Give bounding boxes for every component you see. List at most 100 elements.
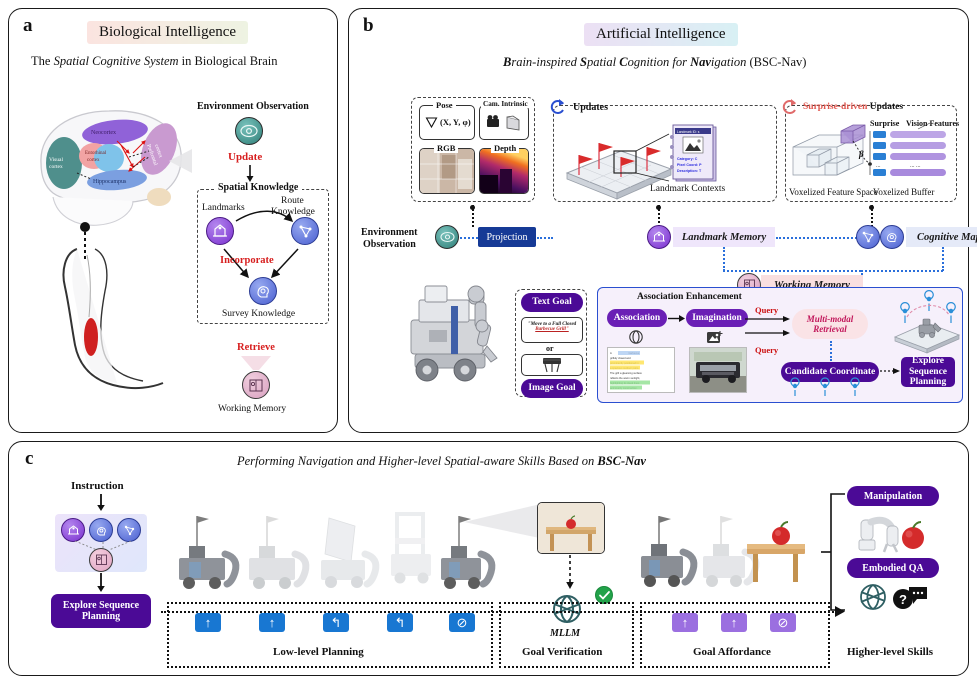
low-level-action-3[interactable]: ↰ [387,613,413,632]
mllm-label: MLLM [550,628,580,639]
higher-level-skills-caption: Higher-level Skills [847,646,934,658]
explore-sequence-planning-pill[interactable]: Explore Sequence Planning [901,356,955,387]
mmr-l1: Multi-modal [806,314,854,324]
svg-text:cortex: cortex [87,158,100,163]
association-text-thumb: A barbecue grill barbecue grilluly close… [607,347,675,393]
surprise-title-black: Updates [869,102,904,112]
candidate-to-explore-arrow [880,368,900,374]
main-flow-line [161,611,837,613]
pose-title: Pose [433,100,456,110]
low-level-action-1[interactable]: ↑ [259,613,285,632]
panel-a-badge: Biological Intelligence [87,21,249,44]
low-level-action-0[interactable]: ↑ [195,613,221,632]
goal-affordance-box [640,602,830,668]
imagination-pill[interactable]: Imagination [686,309,748,327]
projection-to-landmark-line [537,237,553,239]
embodied-qa-pill[interactable]: Embodied QA [847,558,939,578]
cluster-survey-icon [89,518,113,542]
svg-text:Landmark ID: s: Landmark ID: s [677,130,700,134]
rgb-image [419,148,475,194]
sub-b2: S [579,55,587,69]
lm-down-line [723,247,725,271]
brain-label-hippocampus: Hippocampus [93,179,127,185]
mllm-question-icon: ? [860,584,927,610]
brain-label-visual-cortex: Visual [49,157,64,163]
candidate-pins-icons [790,377,860,396]
landmark-context-card: Landmark ID: s Category: C Pixel Coord: … [669,123,717,182]
text-goal-line2: Barbecue Grill" [535,327,569,332]
grill-icon [543,358,561,373]
robot-sequence-illustration [179,512,496,589]
sub-plain: (BSC-Nav) [749,55,807,69]
pose-value: (X, Y, φ) [440,117,471,127]
brain-illustration: Neocortex Visual cortex Entorhinal corte… [40,110,192,226]
panel-c-subtitle-italic: Performing Navigation and Higher-level S… [237,454,598,468]
landmark-icon [206,217,234,245]
cognitive-map-tag: Cognitive Map [906,227,977,247]
cam-intrinsic-title: Cam. Intrinsic [481,100,530,108]
svg-text:... ...: ... ... [910,163,921,169]
query-label-2: Query [755,345,779,355]
text-goal-pill[interactable]: Text Goal [521,293,583,312]
svg-text:?: ? [899,592,907,607]
panel-a-working-memory-label: Working Memory [218,404,287,414]
subtitle-em: Spatial Cognitive System [53,54,179,68]
projection-box[interactable]: Projection [478,227,536,247]
pose-box [419,105,475,140]
assoc-arrow-icon [668,315,685,322]
survey-icon [249,277,277,305]
association-enhancement-title: Association Enhancement [637,292,742,302]
affordance-action-2[interactable]: ⊘ [770,613,796,632]
candidate-coordinate-pill[interactable]: Candidate Coordinate [781,362,879,382]
svg-text:The grill a gleaming surface: The grill a gleaming surface [610,371,642,375]
low-level-planning-box [167,602,493,668]
low-level-action-2[interactable]: ↰ [323,613,349,632]
landmark-memory-tag: Landmark Memory [673,227,775,247]
mmr-l2: Retrieval [813,324,847,334]
multimodal-retrieval-box: Multi-modal Retrieval [792,309,868,339]
association-pill[interactable]: Association [607,309,667,327]
affordance-action-1[interactable]: ↑ [721,613,747,632]
instruction-label: Instruction [71,480,124,492]
sub-b4: Nav [690,55,711,69]
subtitle-post: in Biological Brain [178,54,278,68]
eye-icon [235,117,263,145]
low-level-planning-caption: Low-level Planning [273,646,364,658]
panel-c-esp-l1: Explore Sequence [62,600,140,611]
cognitive-map-graph-icon [856,225,880,249]
flow-arrow-end-icon [835,606,845,617]
beta-symbol: β [859,149,864,159]
rgb-title: RGB [434,143,459,153]
svg-text:cortex: cortex [49,164,63,170]
obs-to-projection-line [460,237,478,239]
low-level-action-4[interactable]: ⊘ [449,613,475,632]
pipeline-env-obs-l2: Observation [363,239,416,250]
refresh-blue-icon [550,99,564,114]
surprise-col-label: Surprise [870,119,900,128]
svg-text:Pixel Coord: P: Pixel Coord: P [677,163,702,167]
surprise-title: Surprise-driven Updates [803,102,903,112]
incorporate-label: Incorporate [220,255,274,266]
goal-verification-box [499,602,634,668]
verification-arrow-icon [566,555,574,589]
surprise-connector [871,205,873,227]
manipulation-pill[interactable]: Manipulation [847,486,939,506]
cluster-connectors [74,540,132,551]
human-body-illustration [62,222,164,390]
surprise-title-red: Surprise-driven [803,102,868,112]
observation-connector [472,205,474,227]
knowledge-arrows [223,210,299,279]
update-arrow-icon [246,165,254,182]
image-goal-pill[interactable]: Image Goal [521,379,583,398]
affordance-action-0[interactable]: ↑ [672,613,698,632]
panel-a: a Biological Intelligence The Spatial Co… [8,8,338,433]
panel-a-subtitle: The Spatial Cognitive System in Biologic… [31,54,278,69]
landmark-memory-icon [647,225,671,249]
panel-c-explore-sequence-planning[interactable]: Explore Sequence Planning [51,594,151,628]
updates-box [553,105,777,202]
instruction-arrow-icon [97,494,105,511]
query-arrows [745,316,790,336]
cognitive-map-survey-icon [880,225,904,249]
pin-icon [425,117,438,129]
image-goal-content [521,354,583,376]
